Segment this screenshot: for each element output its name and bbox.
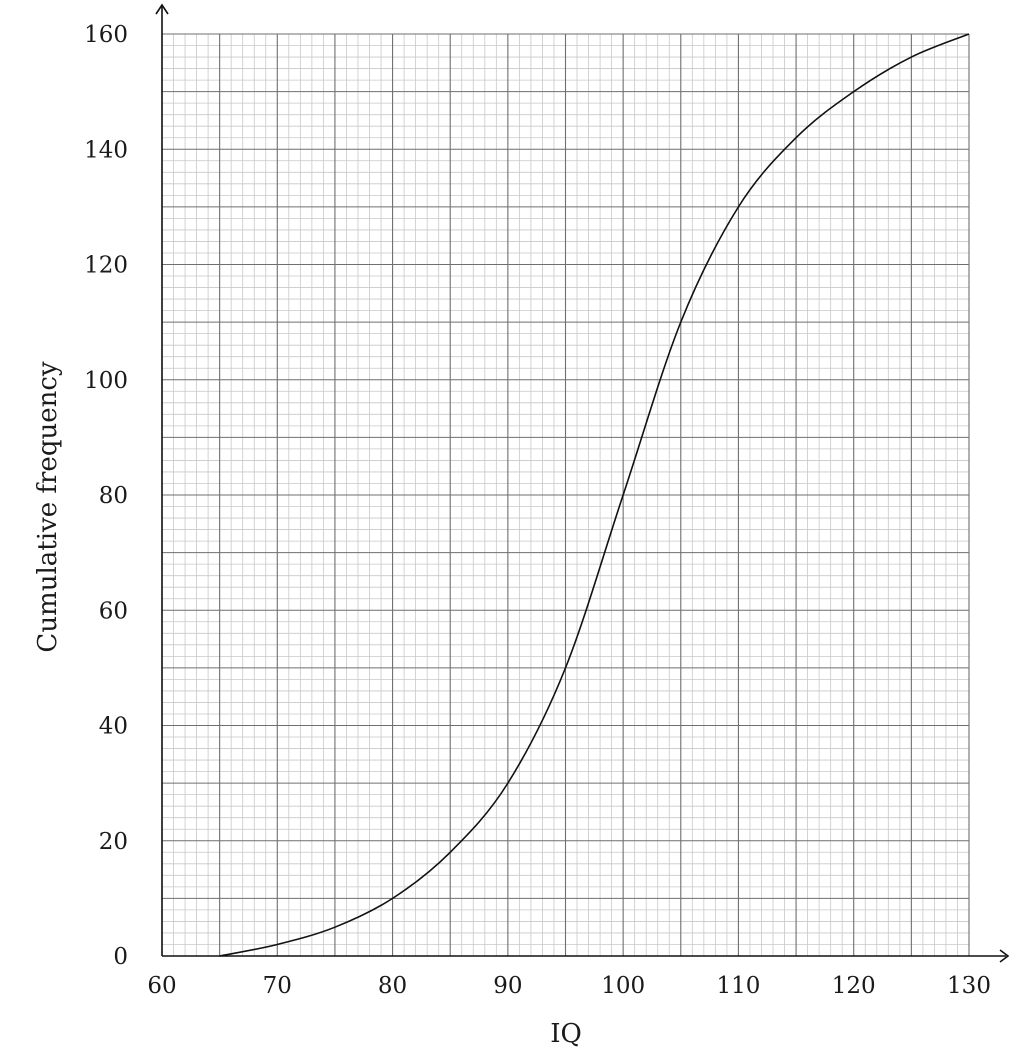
grid-layer [161, 33, 970, 957]
x-axis-arrowhead [999, 949, 1010, 963]
x-tick-label: 70 [263, 973, 292, 999]
x-tick-label: 90 [493, 973, 522, 999]
y-tick-labels: 0 20 40 60 80 100 120 140 160 [84, 22, 128, 970]
y-tick-label: 140 [84, 137, 128, 163]
y-axis-arrowhead [155, 3, 169, 15]
x-axis-title: IQ [550, 1019, 582, 1049]
x-tick-label: 110 [716, 973, 760, 999]
y-axis-title: Cumulative frequency [33, 361, 63, 652]
x-tick-label: 100 [601, 973, 645, 999]
cumulative-frequency-curve [219, 33, 970, 957]
x-tick-label: 120 [832, 973, 876, 999]
y-tick-label: 120 [84, 253, 128, 279]
y-tick-label: 20 [99, 829, 128, 855]
x-tick-label: 80 [378, 973, 407, 999]
y-tick-label: 40 [99, 714, 128, 740]
y-tick-label: 100 [84, 368, 128, 394]
y-tick-label: 60 [99, 598, 128, 624]
axes-layer [155, 3, 1010, 963]
x-tick-labels: 60 70 80 90 100 110 120 130 [147, 973, 991, 999]
y-tick-label: 160 [84, 22, 128, 48]
x-tick-label: 60 [147, 973, 176, 999]
x-tick-label: 130 [947, 973, 991, 999]
curve-layer [219, 33, 970, 957]
y-tick-label: 0 [113, 944, 128, 970]
y-tick-label: 80 [99, 483, 128, 509]
